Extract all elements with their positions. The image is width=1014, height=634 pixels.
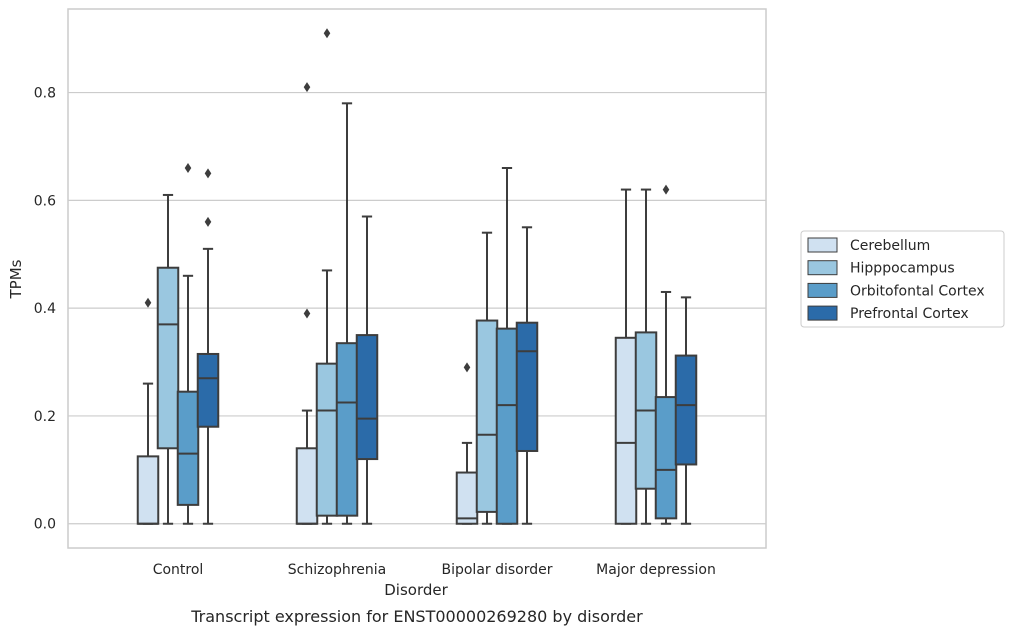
box-orbitofontal-cortex [495,167,519,525]
legend-swatch [807,305,838,321]
outlier-point [204,168,212,179]
x-tick-label: Control [153,562,204,578]
box-plot-area [136,28,698,525]
y-tick-labels: 0.0 0.2 0.4 0.6 0.8 [34,86,56,533]
outlier-point [303,82,311,93]
box-cerebellum [136,297,160,525]
legend: Cerebellum Hipppocampus Orbitofontal Corte… [800,230,1005,328]
iqr-box [654,396,678,520]
x-tick-label: Major depression [596,562,716,578]
legend-label: Hipppocampus [850,261,955,277]
box-cerebellum [295,82,319,525]
box-cerebellum [455,362,479,525]
y-tick-label: 0.4 [34,301,56,317]
outlier-point [204,216,212,227]
legend-label: Cerebellum [850,238,930,254]
box-hipppocampus [634,188,658,525]
legend-items: Cerebellum Hipppocampus Orbitofontal Corte… [807,237,985,322]
legend-swatch [807,237,838,253]
outlier-point [323,28,331,39]
box-orbitofontal-cortex [176,163,200,525]
box-hipppocampus [156,193,180,525]
box-hipppocampus [475,231,499,525]
outlier-point [144,297,152,308]
y-tick-label: 0.0 [34,517,56,533]
outlier-point [303,308,311,319]
outlier-point [662,184,670,195]
legend-swatch [807,260,838,276]
box-prefrontal-cortex [355,215,379,525]
chart-caption: Transcript expression for ENST0000026928… [190,607,643,626]
iqr-box [515,321,539,452]
iqr-box [495,327,519,525]
iqr-box [136,455,160,525]
box-prefrontal-cortex [674,296,698,525]
legend-label: Orbitofontal Cortex [850,283,985,299]
iqr-box [315,362,339,517]
iqr-box [295,447,319,525]
iqr-box [475,319,499,513]
iqr-box [355,334,379,461]
box-cerebellum [614,188,638,525]
x-tick-label: Bipolar disorder [441,562,552,578]
outlier-point [463,362,471,373]
box-orbitofontal-cortex [654,184,678,525]
iqr-box [614,336,638,525]
iqr-box [674,354,698,466]
iqr-box [335,342,359,517]
outlier-point [184,163,192,174]
legend-label: Prefrontal Cortex [850,306,969,322]
x-tick-label: Schizophrenia [288,562,386,578]
iqr-box [196,352,220,428]
y-axis-label: TPMs [7,259,25,299]
y-tick-label: 0.2 [34,409,56,425]
box-prefrontal-cortex [515,226,539,525]
legend-frame [800,230,1005,328]
legend-swatch [807,282,838,298]
plot-frame [67,8,767,549]
box-hipppocampus [315,28,339,525]
iqr-box [156,266,180,450]
iqr-box [455,471,479,525]
x-axis-label: Disorder [384,581,448,599]
box-prefrontal-cortex [196,168,220,525]
x-tick-labels: Control Schizophrenia Bipolar disorder Majo… [153,562,716,578]
iqr-box [176,390,200,506]
box-orbitofontal-cortex [335,102,359,525]
y-tick-label: 0.8 [34,86,56,102]
y-tick-label: 0.6 [34,193,56,209]
